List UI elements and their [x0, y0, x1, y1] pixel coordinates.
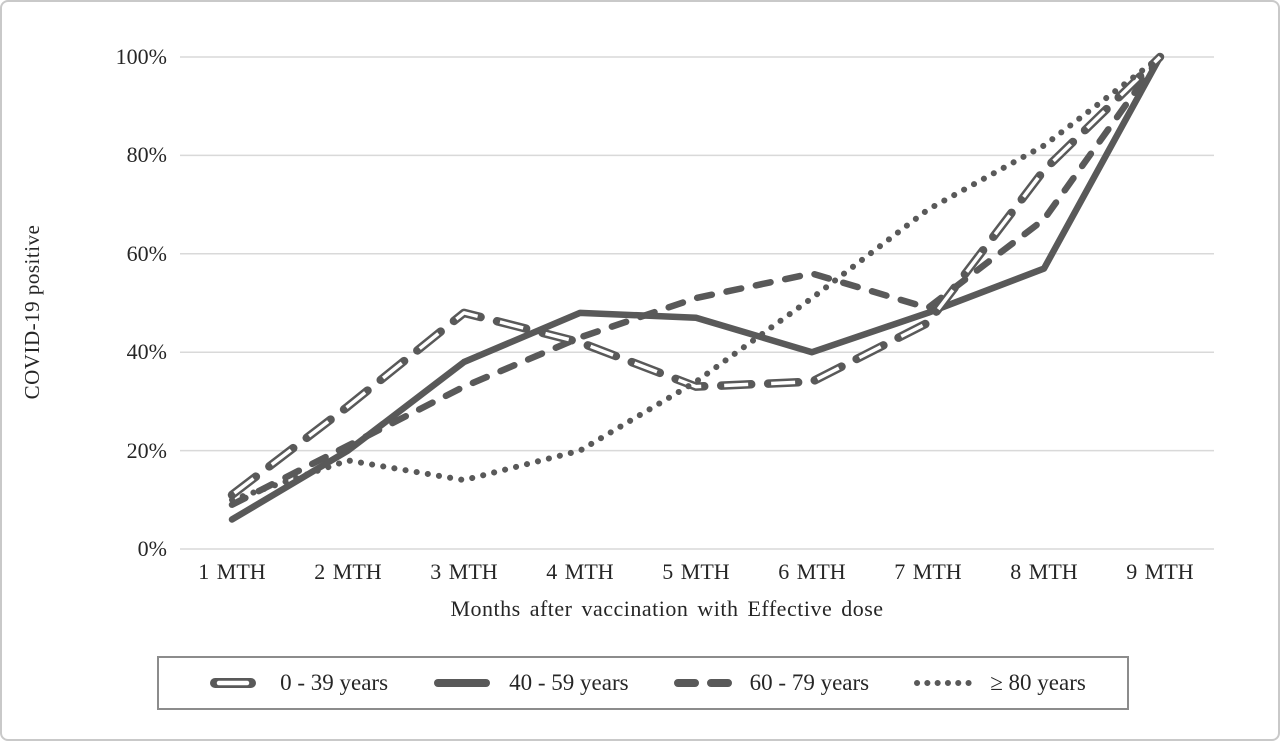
legend-box: 0 - 39 years 40 - 59 years 60 - 79 years ≥ …: [157, 656, 1129, 710]
y-tick-label: 20%: [126, 437, 167, 463]
x-axis-title: Months after vaccination with Effective …: [450, 596, 884, 621]
x-tick-label: 7 MTH: [894, 559, 962, 584]
legend-item-40-59-years: 40 - 59 years: [429, 670, 629, 696]
y-tick-label: 100%: [115, 44, 167, 69]
y-tick-label: 80%: [126, 142, 167, 168]
y-tick-label: 0%: [137, 536, 167, 561]
legend-item-60-79-years: 60 - 79 years: [670, 670, 869, 696]
y-tick-label: 40%: [126, 339, 167, 365]
legend-line-sample-icon: [914, 680, 973, 686]
x-tick-label: 8 MTH: [1010, 559, 1078, 584]
x-tick-label: 2 MTH: [314, 559, 382, 584]
series-line-40-59-years: [228, 53, 1164, 523]
series-line--80-years: [229, 54, 1163, 503]
series-line-60-79-years: [228, 53, 1164, 508]
legend-line-sample-icon: [210, 678, 257, 688]
x-tick-label: 1 MTH: [198, 559, 266, 584]
legend-line-sample-icon: [673, 679, 732, 687]
y-axis-title: COVID-19 positive: [20, 224, 44, 400]
legend-line-sample-icon: [434, 679, 491, 687]
legend-label: 0 - 39 years: [280, 670, 389, 695]
legend-label: 60 - 79 years: [749, 670, 870, 695]
legend-item-0-39-years: 0 - 39 years: [200, 670, 388, 696]
legend-label: 40 - 59 years: [509, 670, 629, 695]
y-tick-label: 60%: [126, 240, 167, 266]
x-tick-label: 5 MTH: [662, 559, 730, 584]
x-tick-label: 9 MTH: [1126, 559, 1194, 584]
legend-item--80-years: ≥ 80 years: [910, 670, 1086, 696]
legend-label: ≥ 80 years: [990, 670, 1086, 695]
x-tick-label: 6 MTH: [778, 559, 846, 584]
x-tick-label: 3 MTH: [430, 559, 498, 584]
x-tick-label: 4 MTH: [546, 559, 614, 584]
series-line-0-39-years: [230, 55, 1162, 497]
